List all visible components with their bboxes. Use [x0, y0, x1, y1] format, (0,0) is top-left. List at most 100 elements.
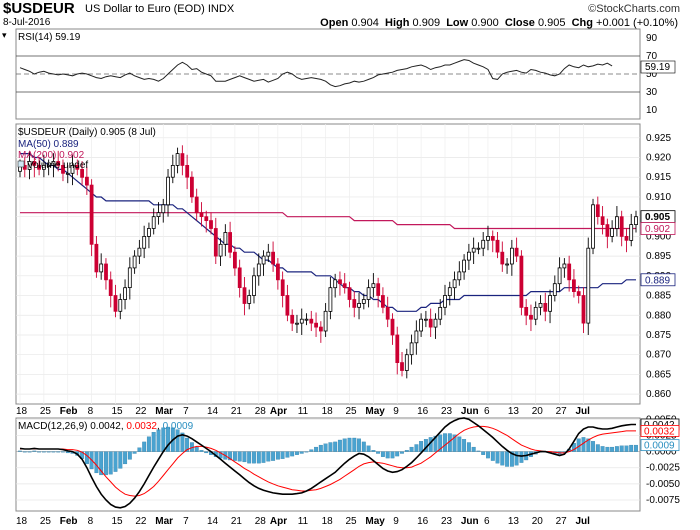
candle-body	[27, 161, 32, 170]
x-tick-label: 7	[183, 516, 189, 527]
candle-body	[37, 164, 41, 170]
volume-legend-swatch	[17, 160, 25, 168]
price-tick-label: 0.920	[646, 153, 671, 164]
x-tick-label: 25	[345, 516, 357, 527]
candle-body	[524, 306, 529, 316]
price-tick-label: 0.900	[646, 231, 671, 242]
candle-body	[180, 153, 185, 166]
macd-hist-bar	[242, 451, 247, 463]
macd-hist-bar	[404, 450, 409, 452]
x-tick-label: 21	[231, 406, 243, 417]
candle-body	[309, 318, 314, 324]
macd-hist-bar	[108, 451, 113, 475]
macd-hist-bar	[629, 444, 634, 452]
candle-body	[414, 330, 419, 344]
ma50-line	[20, 153, 636, 312]
macd-hist-bar	[614, 446, 619, 452]
x-tick-label: 8	[88, 516, 94, 527]
candle-body	[352, 299, 357, 308]
macd-hist-bar	[218, 451, 223, 459]
price-legend: $USDEUR (Daily) 0.905 (8 Jul)	[18, 127, 156, 138]
macd-hist-bar	[366, 445, 371, 452]
x-tick-label: 13	[508, 516, 520, 527]
macd-hist-bar	[151, 432, 156, 452]
macd-hist-bar	[571, 443, 576, 452]
macd-hist-bar	[619, 445, 624, 452]
macd-hist-bar	[123, 451, 128, 465]
x-tick-label: 23	[441, 406, 453, 417]
candle-body	[256, 263, 261, 277]
dropdown-chevron-icon[interactable]: ▾	[2, 30, 7, 40]
candle-body	[538, 302, 543, 308]
candle-body	[371, 283, 376, 289]
candle-body	[290, 314, 295, 324]
x-tick-label: 7	[183, 406, 189, 417]
macd-hist-bar	[99, 451, 104, 476]
candle-body	[127, 267, 132, 288]
candle-body	[237, 267, 242, 288]
candle-body	[61, 164, 65, 174]
candle-body	[357, 302, 362, 308]
x-tick-label: 25	[40, 406, 52, 417]
macd-hist-bar	[595, 444, 600, 452]
macd-hist-bar	[371, 450, 376, 452]
candle-body	[218, 243, 223, 257]
candle-body	[409, 342, 414, 356]
x-tick-label: 8	[88, 406, 94, 417]
candle-body	[228, 232, 233, 253]
macd-hist-bar	[490, 451, 495, 461]
macd-hist-bar	[22, 451, 27, 453]
macd-hist-bar	[127, 451, 132, 460]
macd-hist-bar	[137, 447, 142, 452]
macd-hist-bar	[318, 444, 323, 452]
price-right-box-ma200	[640, 222, 676, 235]
x-tick-label: 28	[255, 516, 267, 527]
price-tick-label: 0.885	[646, 291, 671, 302]
macd-hist-bar	[275, 451, 280, 460]
macd-hist-bar	[347, 437, 352, 452]
x-tick-label: 18	[16, 406, 28, 417]
macd-hist-bar	[519, 451, 524, 463]
x-tick-label: 11	[298, 516, 309, 527]
macd-hist-bar	[295, 451, 299, 455]
x-tick-label: Feb	[60, 406, 78, 417]
x-tick-label: 21	[231, 516, 243, 527]
candle-body	[529, 314, 533, 320]
candle-body	[519, 255, 524, 308]
macd-hist-bar	[132, 451, 137, 454]
x-tick-label: Mar	[155, 516, 173, 527]
macd-hist-bar	[390, 451, 395, 459]
candle-body	[619, 216, 624, 237]
candle-body	[285, 295, 290, 316]
chart-header: $USDEUR US Dollar to Euro (EOD) INDX ©St…	[0, 0, 700, 40]
candle-body	[562, 263, 567, 269]
x-tick-label: 20	[532, 406, 544, 417]
candle-body	[423, 318, 428, 321]
candle-body	[581, 295, 586, 324]
x-tick-label: 18	[322, 516, 334, 527]
candle-body	[333, 279, 338, 289]
candle-body	[99, 263, 104, 273]
candle-body	[629, 224, 634, 241]
candle-body	[280, 279, 285, 296]
candle-body	[390, 318, 395, 336]
candle-body	[232, 251, 237, 269]
candle-body	[380, 295, 385, 308]
candle-body	[166, 176, 171, 206]
macd-hist-bar	[166, 426, 170, 452]
candle-body	[70, 164, 75, 174]
candle-body	[65, 172, 70, 175]
macd-hist-bar	[299, 451, 304, 454]
price-right-box-ma50	[640, 273, 676, 287]
x-tick-label: Jun	[461, 406, 479, 417]
macd-hist-bar	[476, 450, 481, 452]
macd-hist-bar	[509, 451, 514, 467]
price-tick-label: 0.875	[646, 330, 671, 341]
candle-body	[175, 153, 180, 166]
candle-body	[338, 279, 342, 285]
macd-tick-label: -0.0025	[646, 463, 680, 474]
price-right-label-ma200: 0.902	[645, 224, 670, 235]
macd-hist-bar	[56, 451, 61, 453]
symbol-description: US Dollar to Euro (EOD) INDX	[85, 3, 235, 15]
x-tick-label: 27	[556, 406, 568, 417]
